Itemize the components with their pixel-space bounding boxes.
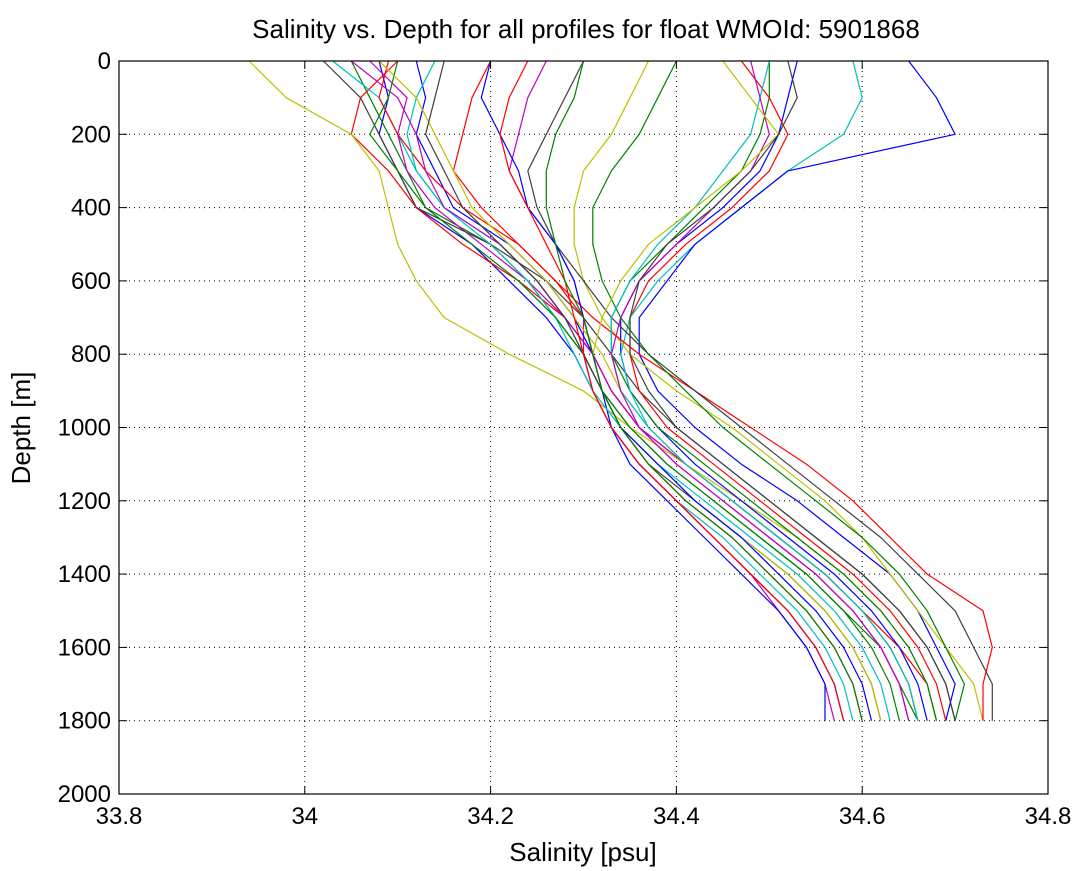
y-tick-label: 800 <box>71 341 111 368</box>
profile-line-28 <box>629 60 956 721</box>
y-tick-label: 600 <box>71 268 111 295</box>
x-tick-label: 34.4 <box>653 803 700 830</box>
profile-line-16 <box>527 60 993 721</box>
grid-lines <box>119 61 1048 794</box>
y-tick-label: 1600 <box>58 634 111 661</box>
x-tick-label: 34 <box>291 803 318 830</box>
x-axis-label: Salinity [psu] <box>509 837 656 867</box>
y-tick-label: 0 <box>98 48 111 75</box>
x-tick-label: 33.8 <box>96 803 143 830</box>
profile-lines <box>248 60 993 721</box>
profile-line-17 <box>592 60 966 721</box>
y-tick-label: 400 <box>71 195 111 222</box>
y-tick-label: 1200 <box>58 488 111 515</box>
y-tick-label: 200 <box>71 121 111 148</box>
y-tick-label: 1400 <box>58 561 111 588</box>
profile-line-30 <box>499 60 845 721</box>
profile-line-10 <box>629 60 947 721</box>
y-tick-label: 1000 <box>58 415 111 442</box>
y-axis-label: Depth [m] <box>6 372 36 485</box>
y-tick-label: 1800 <box>58 708 111 735</box>
chart-title: Salinity vs. Depth for all profiles for … <box>252 14 920 44</box>
x-tick-label: 34.2 <box>467 803 514 830</box>
profile-line-31 <box>545 60 863 721</box>
profile-line-14 <box>573 60 984 721</box>
axis-ticks: 33.8 34 34.2 34.4 34.6 34.8 0 200 400 600 800 1000 1… <box>58 48 1072 830</box>
y-tick-label: 2000 <box>58 781 111 808</box>
x-tick-label: 34.6 <box>839 803 886 830</box>
x-tick-label: 34.8 <box>1025 803 1072 830</box>
